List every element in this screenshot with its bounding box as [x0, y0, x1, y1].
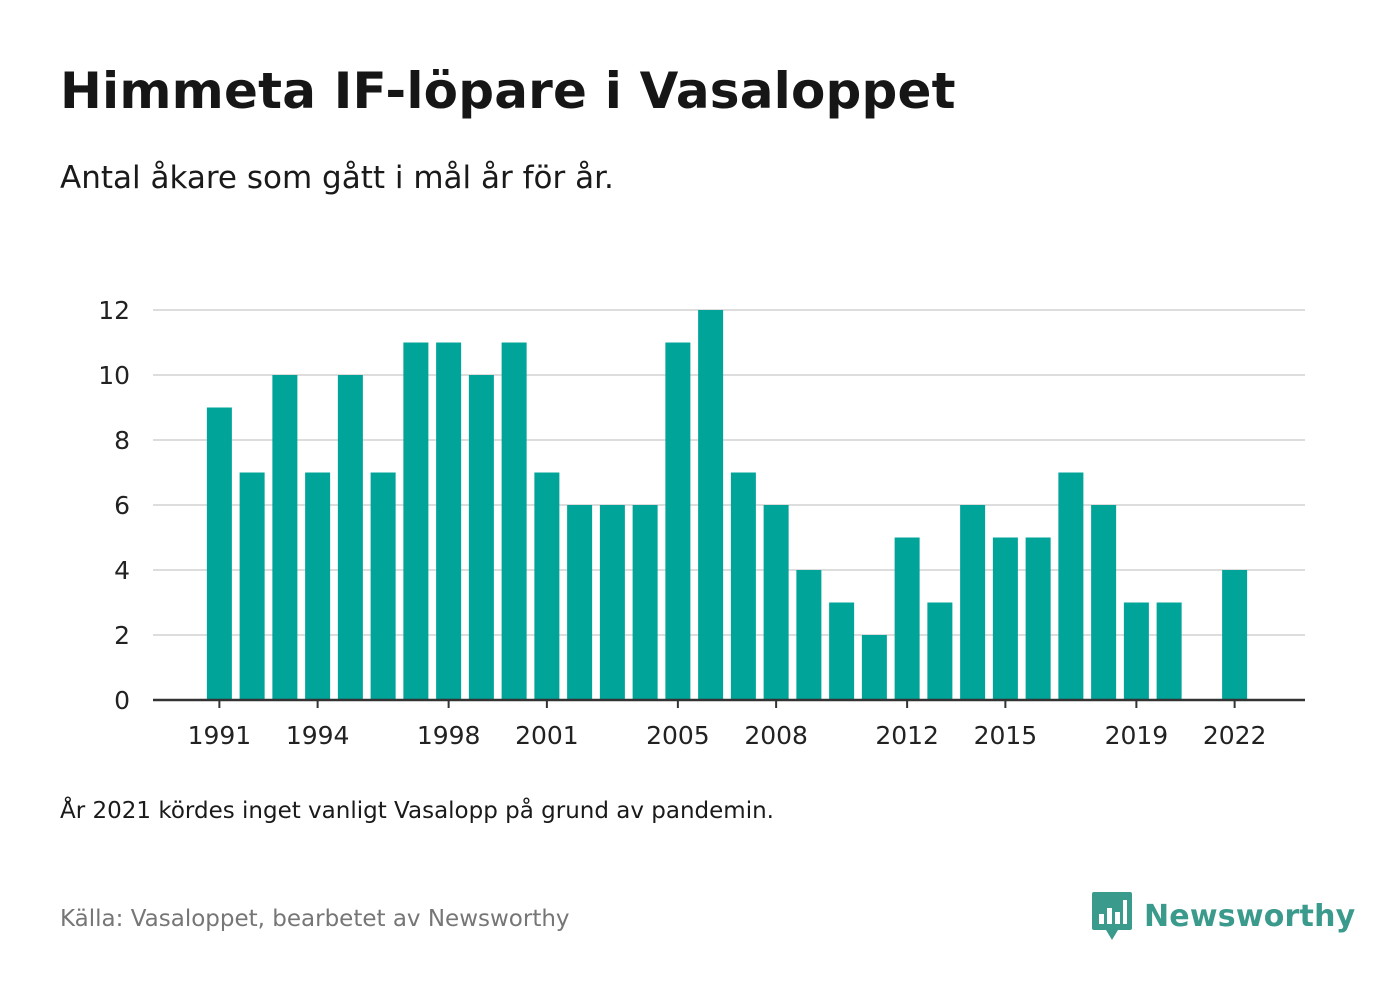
y-tick-labels: 0 2 4 6 8 10 12 — [98, 296, 130, 715]
y-tick-label: 0 — [114, 686, 130, 715]
bar-2013 — [927, 602, 953, 700]
bar-1996 — [370, 472, 396, 700]
brand: Newsworthy — [1090, 890, 1355, 942]
x-tick-labels: 1991 1994 1998 2001 2005 2008 2012 2015 2019 2022 — [188, 700, 1267, 750]
brand-name: Newsworthy — [1144, 898, 1356, 934]
y-tick-label: 6 — [114, 491, 130, 520]
y-tick-label: 10 — [98, 361, 130, 390]
bar-1995 — [337, 375, 363, 700]
x-tick-label: 2019 — [1105, 721, 1169, 750]
x-tick-label: 2008 — [744, 721, 808, 750]
chart-subtitle: Antal åkare som gått i mål år för år. — [60, 160, 614, 196]
bar-1993 — [272, 375, 298, 700]
bar-2011 — [861, 635, 887, 700]
bar-2020 — [1156, 602, 1182, 700]
bar-2001 — [534, 472, 560, 700]
bars — [206, 310, 1248, 700]
source-text: Källa: Vasaloppet, bearbetet av Newswort… — [60, 906, 570, 932]
bar-2012 — [894, 537, 920, 700]
bar-2006 — [698, 310, 724, 700]
bar-2009 — [796, 570, 822, 700]
x-tick-label: 1994 — [286, 721, 350, 750]
bar-2018 — [1091, 505, 1117, 700]
bar-1992 — [239, 472, 265, 700]
newsworthy-logo-icon — [1092, 892, 1132, 940]
bar-2002 — [567, 505, 593, 700]
x-tick-label: 2005 — [646, 721, 710, 750]
bar-2015 — [992, 537, 1018, 700]
bar-1991 — [206, 407, 232, 700]
footnote: År 2021 kördes inget vanligt Vasalopp på… — [60, 798, 774, 824]
bar-2017 — [1058, 472, 1084, 700]
bar-2005 — [665, 342, 691, 700]
y-tick-label: 8 — [114, 426, 130, 455]
chart-title: Himmeta IF-löpare i Vasaloppet — [60, 62, 956, 120]
bar-2000 — [501, 342, 527, 700]
bar-1994 — [305, 472, 331, 700]
bar-2007 — [730, 472, 756, 700]
x-tick-label: 1998 — [417, 721, 481, 750]
y-tick-label: 12 — [98, 296, 130, 325]
bar-2022 — [1222, 570, 1248, 700]
bar-1997 — [403, 342, 429, 700]
x-tick-label: 1991 — [188, 721, 252, 750]
bar-2019 — [1123, 602, 1149, 700]
x-tick-label: 2012 — [875, 721, 939, 750]
x-tick-label: 2015 — [974, 721, 1038, 750]
bar-2016 — [1025, 537, 1051, 700]
bar-2004 — [632, 505, 658, 700]
y-tick-label: 2 — [114, 621, 130, 650]
bar-1999 — [468, 375, 494, 700]
bar-2003 — [599, 505, 625, 700]
y-tick-label: 4 — [114, 556, 130, 585]
bar-2010 — [829, 602, 855, 700]
x-tick-label: 2022 — [1203, 721, 1267, 750]
x-tick-label: 2001 — [515, 721, 579, 750]
bar-2014 — [960, 505, 986, 700]
bar-1998 — [436, 342, 462, 700]
bar-2008 — [763, 505, 789, 700]
